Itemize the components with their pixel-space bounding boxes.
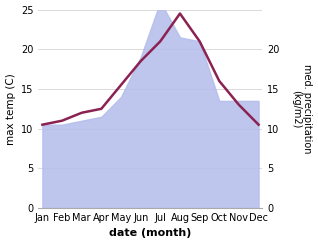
Y-axis label: max temp (C): max temp (C): [5, 73, 16, 145]
Y-axis label: med. precipitation
(kg/m2): med. precipitation (kg/m2): [291, 64, 313, 153]
X-axis label: date (month): date (month): [109, 228, 192, 238]
